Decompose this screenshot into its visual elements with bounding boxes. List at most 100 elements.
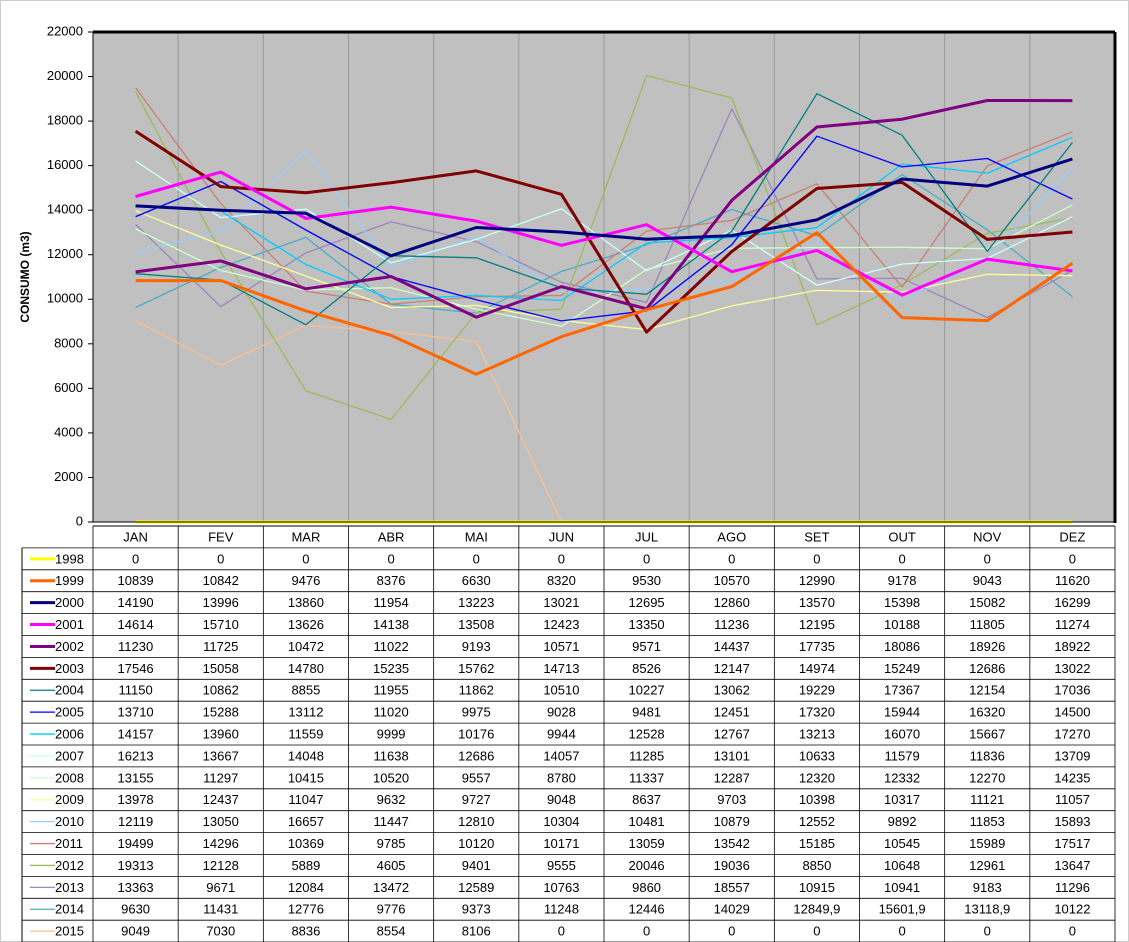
table-value: 14437 — [714, 639, 750, 654]
table-value: 11274 — [1055, 617, 1090, 632]
legend-label: 2003 — [55, 661, 84, 676]
table-value: 12686 — [969, 661, 1005, 676]
table-value: 13542 — [714, 836, 750, 851]
y-tick-label: 4000 — [54, 424, 83, 439]
x-tick-label: MAI — [465, 529, 488, 544]
table-value: 11805 — [970, 617, 1005, 632]
table-value: 12552 — [799, 814, 835, 829]
table-value: 14296 — [203, 836, 239, 851]
table-value: 9048 — [547, 792, 576, 807]
table-value: 8106 — [462, 924, 491, 939]
table-value: 9860 — [632, 880, 661, 895]
table-value: 10545 — [884, 836, 920, 851]
table-value: 10633 — [799, 748, 835, 763]
table-value: 0 — [1069, 551, 1076, 566]
table-value: 9632 — [377, 792, 406, 807]
legend-label: 2013 — [55, 880, 84, 895]
table-value: 15944 — [884, 705, 920, 720]
table-value: 13118,9 — [964, 902, 1010, 917]
table-value: 9043 — [973, 573, 1002, 588]
table-value: 11725 — [203, 639, 238, 654]
table-value: 9555 — [547, 858, 576, 873]
table-value: 0 — [558, 924, 565, 939]
table-value: 11579 — [884, 748, 919, 763]
table-value: 0 — [558, 551, 565, 566]
table-value: 14780 — [288, 661, 324, 676]
table-value: 17270 — [1054, 726, 1090, 741]
table-value: 11954 — [373, 595, 408, 610]
x-tick-label: JUL — [635, 529, 658, 544]
table-value: 9557 — [462, 770, 491, 785]
series-line — [135, 135, 1073, 322]
table-value: 10510 — [543, 683, 579, 698]
table-value: 12084 — [288, 880, 324, 895]
table-value: 18557 — [714, 880, 750, 895]
table-value: 10839 — [118, 573, 154, 588]
table-value: 11296 — [1055, 880, 1090, 895]
legend-label: 2014 — [55, 902, 84, 917]
table-value: 16320 — [969, 705, 1005, 720]
table-value: 8637 — [632, 792, 661, 807]
table-value: 8376 — [377, 573, 406, 588]
table-value: 8780 — [547, 770, 576, 785]
table-value: 0 — [217, 551, 224, 566]
table-value: 9530 — [632, 573, 661, 588]
table-value: 12776 — [288, 902, 324, 917]
table-value: 10570 — [714, 573, 750, 588]
y-tick-label: 6000 — [54, 380, 83, 395]
series-line — [134, 129, 1073, 334]
table-value: 13860 — [288, 595, 324, 610]
table-value: 12451 — [714, 705, 750, 720]
table-value: 10369 — [288, 836, 324, 851]
y-tick-label: 20000 — [47, 68, 83, 83]
table-value: 10120 — [458, 836, 494, 851]
table-value: 13059 — [629, 836, 665, 851]
table-value: 14029 — [714, 902, 750, 917]
table-value: 13101 — [714, 748, 750, 763]
table-value: 13508 — [458, 617, 494, 632]
table-value: 16299 — [1054, 595, 1090, 610]
table-value: 15082 — [969, 595, 1005, 610]
table-value: 11447 — [373, 814, 408, 829]
table-value: 11047 — [288, 792, 323, 807]
table-value: 10304 — [543, 814, 579, 829]
table-value: 13350 — [629, 617, 665, 632]
table-value: 12961 — [969, 858, 1005, 873]
table-value: 17036 — [1054, 683, 1090, 698]
table-value: 15989 — [969, 836, 1005, 851]
table-value: 16213 — [118, 748, 154, 763]
y-axis-label: CONSUMO (m3) — [18, 231, 32, 322]
table-value: 12119 — [118, 814, 153, 829]
table-value: 9028 — [547, 705, 576, 720]
table-value: 12686 — [458, 748, 494, 763]
table-value: 10188 — [884, 617, 920, 632]
table-value: 13112 — [288, 705, 323, 720]
x-tick-label: MAR — [291, 529, 320, 544]
table-value: 15710 — [203, 617, 239, 632]
table-value: 14138 — [373, 617, 409, 632]
table-value: 10879 — [714, 814, 750, 829]
series-line — [135, 74, 1073, 421]
table-value: 11057 — [1055, 792, 1090, 807]
table-value: 9944 — [547, 726, 576, 741]
table-value: 0 — [643, 924, 650, 939]
table-value: 11620 — [1055, 573, 1090, 588]
table-value: 12320 — [799, 770, 835, 785]
table-value: 12695 — [629, 595, 665, 610]
table-value: 10176 — [458, 726, 494, 741]
table-value: 11853 — [970, 814, 1005, 829]
legend-label: 2004 — [55, 683, 84, 698]
table-value: 10842 — [203, 573, 239, 588]
y-tick-label: 16000 — [47, 157, 83, 172]
series-line — [135, 231, 1074, 376]
table-value: 12810 — [458, 814, 494, 829]
y-tick-label: 22000 — [47, 23, 83, 38]
table-value: 19313 — [118, 858, 154, 873]
table-value: 15762 — [458, 661, 494, 676]
table-value: 0 — [387, 551, 394, 566]
legend-label: 2006 — [55, 726, 84, 741]
table-value: 9630 — [121, 902, 150, 917]
table-value: 8320 — [547, 573, 576, 588]
table-value: 12423 — [543, 617, 579, 632]
